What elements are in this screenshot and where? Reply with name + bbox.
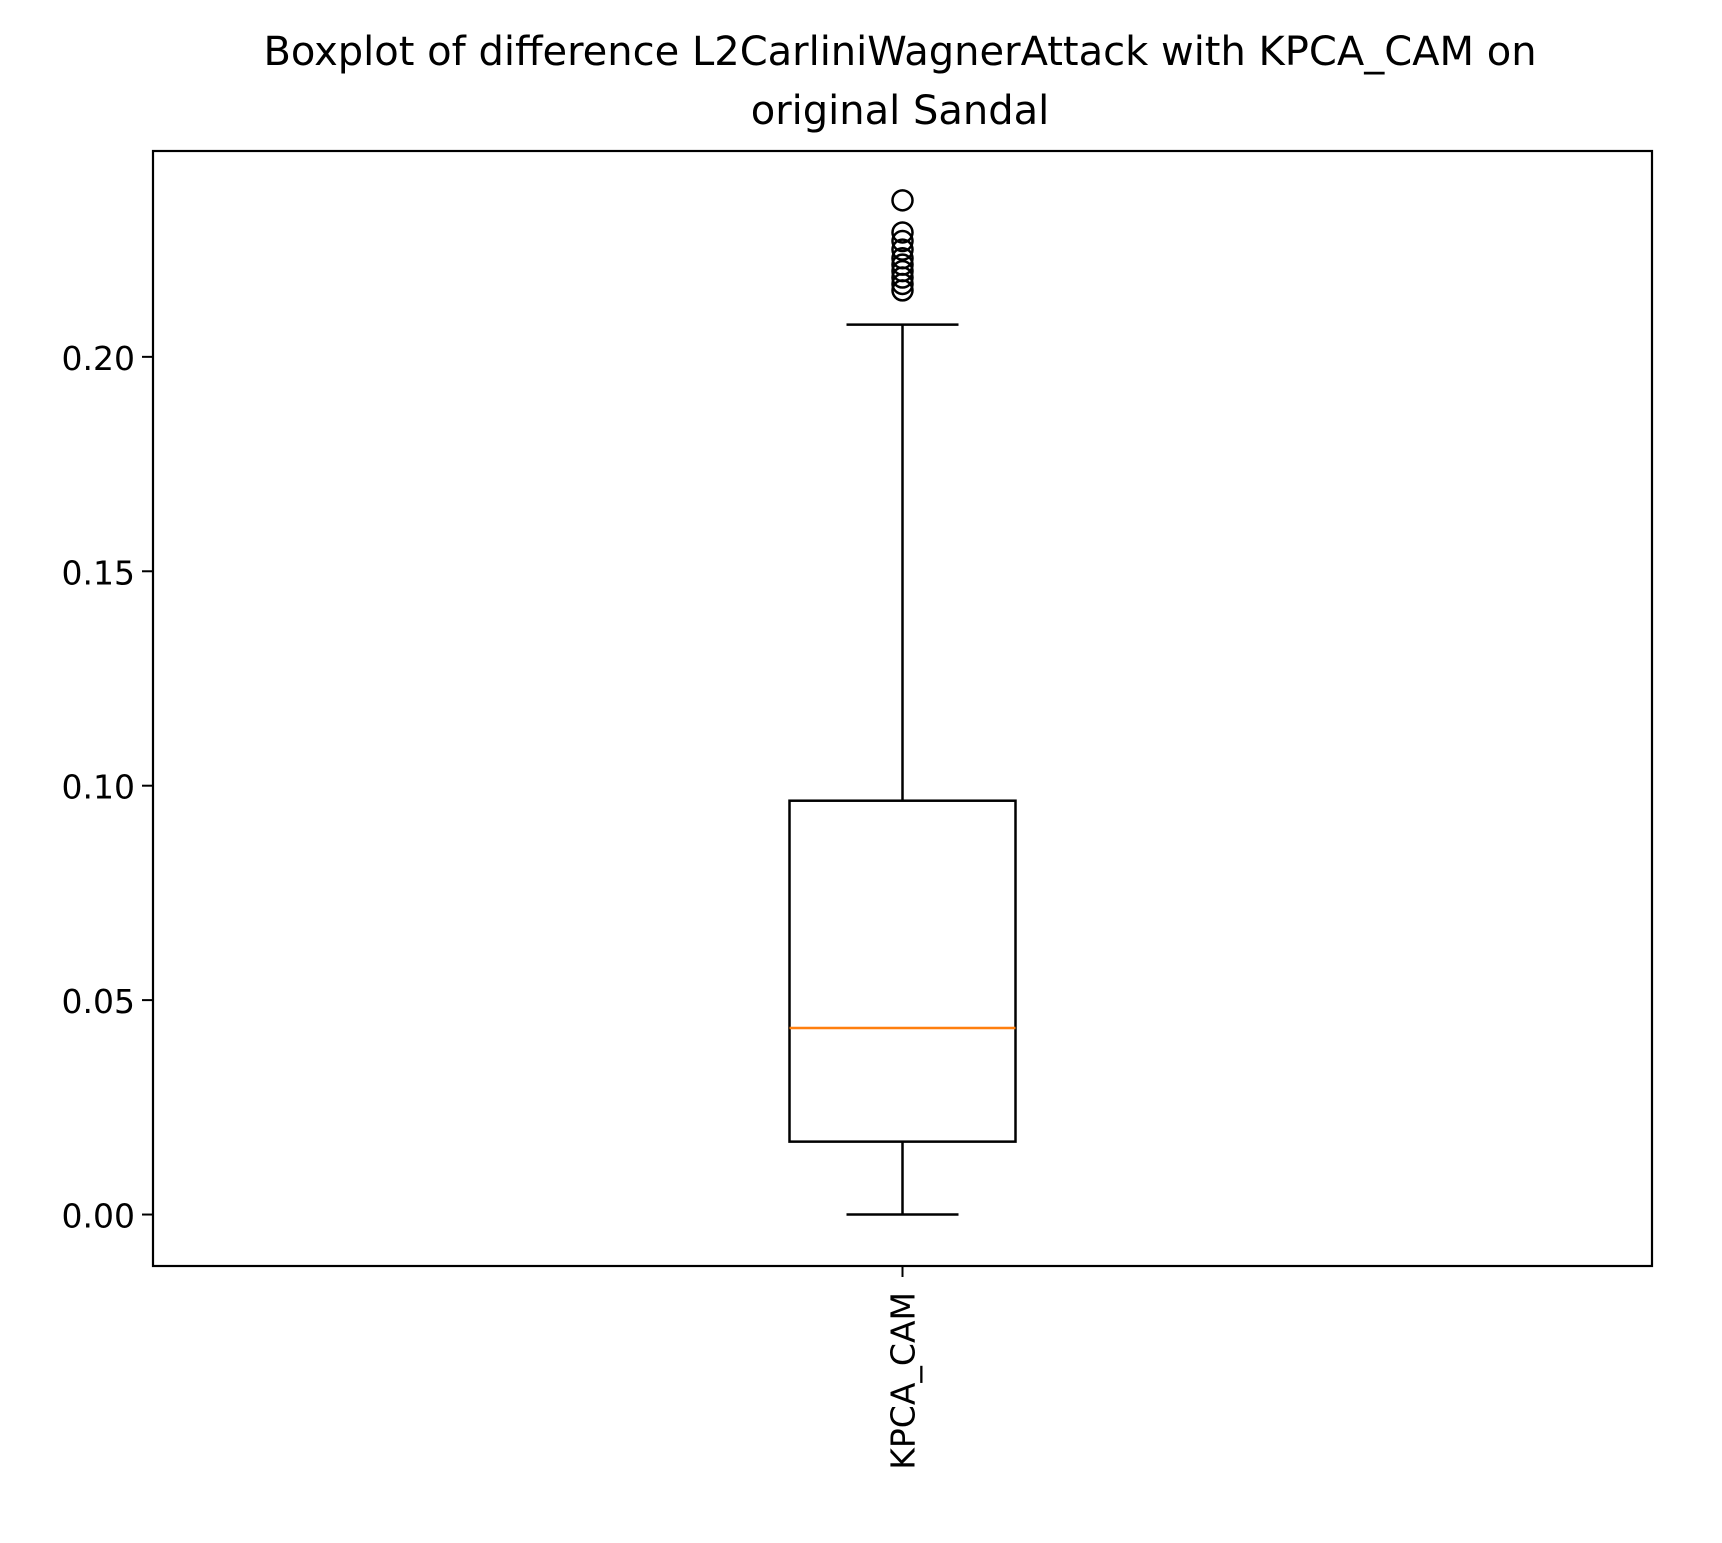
- chart-title-line-1: Boxplot of difference L2CarliniWagnerAtt…: [263, 29, 1536, 75]
- outlier-point: [891, 238, 914, 261]
- y-tick-label: 0.00: [62, 1197, 135, 1236]
- outlier-point: [891, 189, 914, 212]
- box-group: [788, 189, 1017, 1216]
- y-tick-label: 0.05: [62, 982, 135, 1021]
- chart-title-line-2: original Sandal: [751, 88, 1050, 134]
- outlier-point: [891, 221, 914, 244]
- box-series: [788, 189, 1017, 1216]
- outlier-point: [891, 259, 914, 283]
- outlier-point: [891, 229, 914, 253]
- outlier-point: [891, 246, 914, 270]
- y-axis: 0.00 0.05 0.10 0.15 0.20: [62, 339, 153, 1236]
- y-tick-label: 0.15: [62, 553, 135, 592]
- y-tick-label: 0.20: [62, 339, 135, 378]
- y-tick-label: 0.10: [62, 768, 135, 807]
- x-axis: KPCA_CAM: [884, 1266, 923, 1470]
- iqr-box: [788, 799, 1017, 1143]
- x-tick-label: KPCA_CAM: [884, 1292, 923, 1470]
- outlier-point: [891, 253, 914, 276]
